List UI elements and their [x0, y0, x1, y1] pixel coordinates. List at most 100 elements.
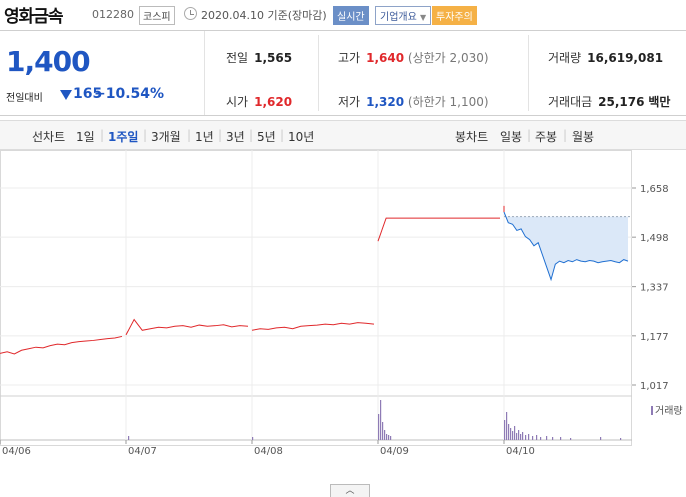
tab-weekly-candle[interactable]: 주봉 — [535, 130, 558, 144]
clock-icon — [184, 7, 197, 20]
tab-daily-candle[interactable]: 일봉 — [500, 130, 523, 144]
prev-close-label: 전일 — [226, 51, 249, 65]
prev-close-row: 전일 1,565 — [226, 49, 292, 66]
volume-bar — [128, 436, 130, 440]
upper-limit: (상한가 2,030) — [407, 51, 489, 65]
amount-value: 25,176 — [598, 95, 645, 109]
volume-bar — [525, 435, 527, 440]
realtime-button[interactable]: 실시간 — [333, 6, 369, 25]
y-tick-label: 1,017 — [640, 381, 669, 392]
volume-bar — [520, 434, 522, 440]
stock-code: 012280 — [92, 8, 134, 21]
volume-value: 16,619,081 — [587, 51, 664, 65]
company-overview-button[interactable]: 기업개요 ▼ — [375, 6, 432, 25]
candle-chart-label: 봉차트 — [455, 130, 489, 144]
price-change: 165 — [73, 86, 103, 102]
volume-bar — [378, 414, 380, 440]
volume-label: 거래량 — [548, 51, 582, 65]
open-row: 시가 1,620 — [226, 93, 292, 110]
stock-name: 영화금속 — [4, 7, 64, 27]
volume-row: 거래량 16,619,081 — [548, 49, 663, 66]
amount-unit: 백만 — [648, 95, 671, 109]
volume-bar — [522, 432, 524, 440]
y-tick-label: 1,658 — [640, 184, 669, 195]
volume-bar — [506, 412, 508, 440]
tab-3y[interactable]: 3년 — [226, 130, 245, 144]
volume-bar — [516, 433, 518, 440]
volume-bar — [384, 430, 386, 440]
low-value: 1,320 — [366, 95, 405, 109]
date-text: 2020.04.10 기준(장마감) — [201, 9, 327, 22]
volume-bar — [252, 437, 254, 440]
line-chart-label: 선차트 — [32, 130, 66, 144]
open-value: 1,620 — [254, 95, 293, 109]
chevron-down-icon: ▼ — [420, 13, 427, 22]
volume-bar — [382, 422, 384, 440]
tab-1d[interactable]: 1일 — [76, 130, 95, 144]
price-line-04-08 — [251, 322, 375, 331]
volume-bar — [620, 438, 622, 440]
divider — [528, 35, 529, 111]
x-tick-label: 04/09 — [380, 446, 409, 457]
lower-limit: (하한가 1,100) — [407, 95, 489, 109]
collapse-button[interactable]: ︿ — [330, 484, 370, 497]
decline-area — [504, 211, 628, 280]
tab-monthly-candle[interactable]: 월봉 — [572, 130, 595, 144]
chevron-up-icon: ︿ — [345, 486, 355, 496]
volume-bar — [552, 437, 554, 440]
current-price-box: 1,400 전일대비 165 −10.54% — [0, 31, 205, 115]
market-badge: 코스피 — [139, 6, 175, 25]
tab-10y[interactable]: 10년 — [288, 130, 315, 144]
high-label: 고가 — [338, 51, 361, 65]
prev-close-value: 1,565 — [254, 51, 293, 65]
amount-label: 거래대금 — [548, 95, 593, 109]
tab-separator: | — [527, 128, 532, 142]
tab-separator: | — [143, 128, 148, 142]
volume-bar — [528, 434, 530, 440]
x-tick-label: 04/10 — [506, 446, 535, 457]
tab-1w[interactable]: 1주일 — [108, 130, 139, 144]
x-tick-label: 04/08 — [254, 446, 283, 457]
high-row: 고가 1,640 (상한가 2,030) — [338, 49, 489, 66]
tab-separator: | — [218, 128, 223, 142]
volume-bar — [540, 437, 542, 440]
amount-row: 거래대금 25,176 백만 — [548, 93, 670, 110]
volume-bar — [514, 426, 516, 440]
price-summary: 1,400 전일대비 165 −10.54% 전일 1,565 시가 1,620 고… — [0, 30, 686, 116]
down-arrow-icon — [60, 90, 72, 100]
warning-badge: 투자주의 — [432, 6, 477, 25]
low-label: 저가 — [338, 95, 361, 109]
volume-bar — [386, 434, 388, 440]
vs-prev-label: 전일대비 — [6, 93, 43, 104]
change-rate: −10.54% — [94, 86, 165, 102]
divider — [318, 35, 319, 111]
chart-frame — [0, 150, 632, 446]
volume-bar — [380, 400, 382, 440]
y-tick-label: 1,177 — [640, 332, 669, 343]
x-tick-label: 04/06 — [2, 446, 31, 457]
open-label: 시가 — [226, 95, 249, 109]
volume-bar — [546, 436, 548, 440]
price-line-04-10 — [503, 211, 629, 282]
stock-header: 영화금속 012280 코스피 2020.04.10 기준(장마감) 실시간 기… — [0, 0, 686, 30]
price-line-04-07 — [125, 318, 249, 336]
volume-bar — [536, 435, 538, 440]
tab-separator: | — [280, 128, 285, 142]
tab-3m[interactable]: 3개월 — [151, 130, 181, 144]
y-tick-label: 1,337 — [640, 283, 669, 294]
volume-bar — [504, 420, 506, 440]
price-line-04-09 — [377, 217, 500, 242]
tab-5y[interactable]: 5년 — [257, 130, 276, 144]
volume-bar — [560, 437, 562, 440]
volume-bar — [570, 438, 572, 440]
company-overview-label: 기업개요 — [380, 12, 417, 23]
volume-bar — [510, 428, 512, 440]
price-chart[interactable]: 1,658 1,498 1,337 1,177 1,017 04/06 04/07 04/08… — [0, 150, 686, 497]
low-row: 저가 1,320 (하한가 1,100) — [338, 93, 489, 110]
tab-1y[interactable]: 1년 — [195, 130, 214, 144]
tab-separator: | — [249, 128, 254, 142]
chart-period-tabs: 선차트 1일 | 1주일 | 3개월 | 1년 | 3년 | 5년 | 10년 … — [0, 120, 686, 150]
x-tick-label: 04/07 — [128, 446, 157, 457]
tab-separator: | — [563, 128, 568, 142]
volume-bar — [512, 431, 514, 440]
